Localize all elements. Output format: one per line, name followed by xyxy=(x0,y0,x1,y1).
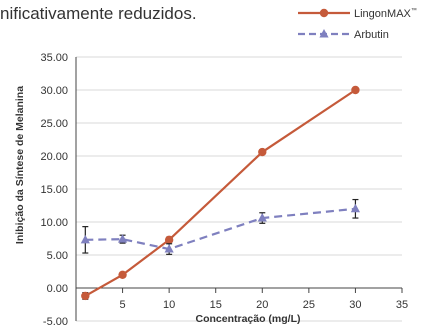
x-tick-label: 35 xyxy=(396,299,408,311)
y-tick-label: 15.00 xyxy=(40,184,68,196)
legend-label: Arbutin xyxy=(354,29,389,41)
legend-label: LingonMAX™ xyxy=(354,7,417,20)
series-line-lingonmax xyxy=(84,89,357,297)
x-tick-label: 25 xyxy=(303,299,315,311)
x-tick-label: 5 xyxy=(120,299,126,311)
y-tick-label: 0.00 xyxy=(47,283,68,295)
y-tick-label: 25.00 xyxy=(40,118,68,130)
y-tick-label: -5.00 xyxy=(43,316,68,327)
series-line-arbutin xyxy=(85,207,356,251)
data-point xyxy=(258,147,267,157)
x-tick-label: 30 xyxy=(349,299,361,311)
data-point xyxy=(257,213,267,222)
y-tick-label: 10.00 xyxy=(40,217,68,229)
data-point xyxy=(164,244,174,253)
y-tick-label: 20.00 xyxy=(40,151,68,163)
data-point xyxy=(118,270,127,279)
y-tick-label: 30.00 xyxy=(40,85,68,97)
data-point xyxy=(117,234,128,243)
data-point xyxy=(164,235,174,245)
header-text: nificativamente reduzidos. xyxy=(0,4,197,23)
legend-marker xyxy=(319,8,329,18)
x-tick-label: 10 xyxy=(163,299,175,311)
x-tick-label: 15 xyxy=(210,299,222,311)
y-axis-label: Inibição da Síntese de Melanina xyxy=(14,85,26,245)
data-point xyxy=(350,203,361,213)
x-axis-label: Concentração (mg/L) xyxy=(195,313,301,325)
legend-marker xyxy=(319,29,329,38)
x-tick-label: 20 xyxy=(256,299,268,311)
y-tick-label: 35.00 xyxy=(40,52,68,64)
y-tick-label: 5.00 xyxy=(47,250,68,262)
data-point xyxy=(351,85,360,95)
data-point xyxy=(81,291,90,301)
data-point xyxy=(80,234,90,244)
